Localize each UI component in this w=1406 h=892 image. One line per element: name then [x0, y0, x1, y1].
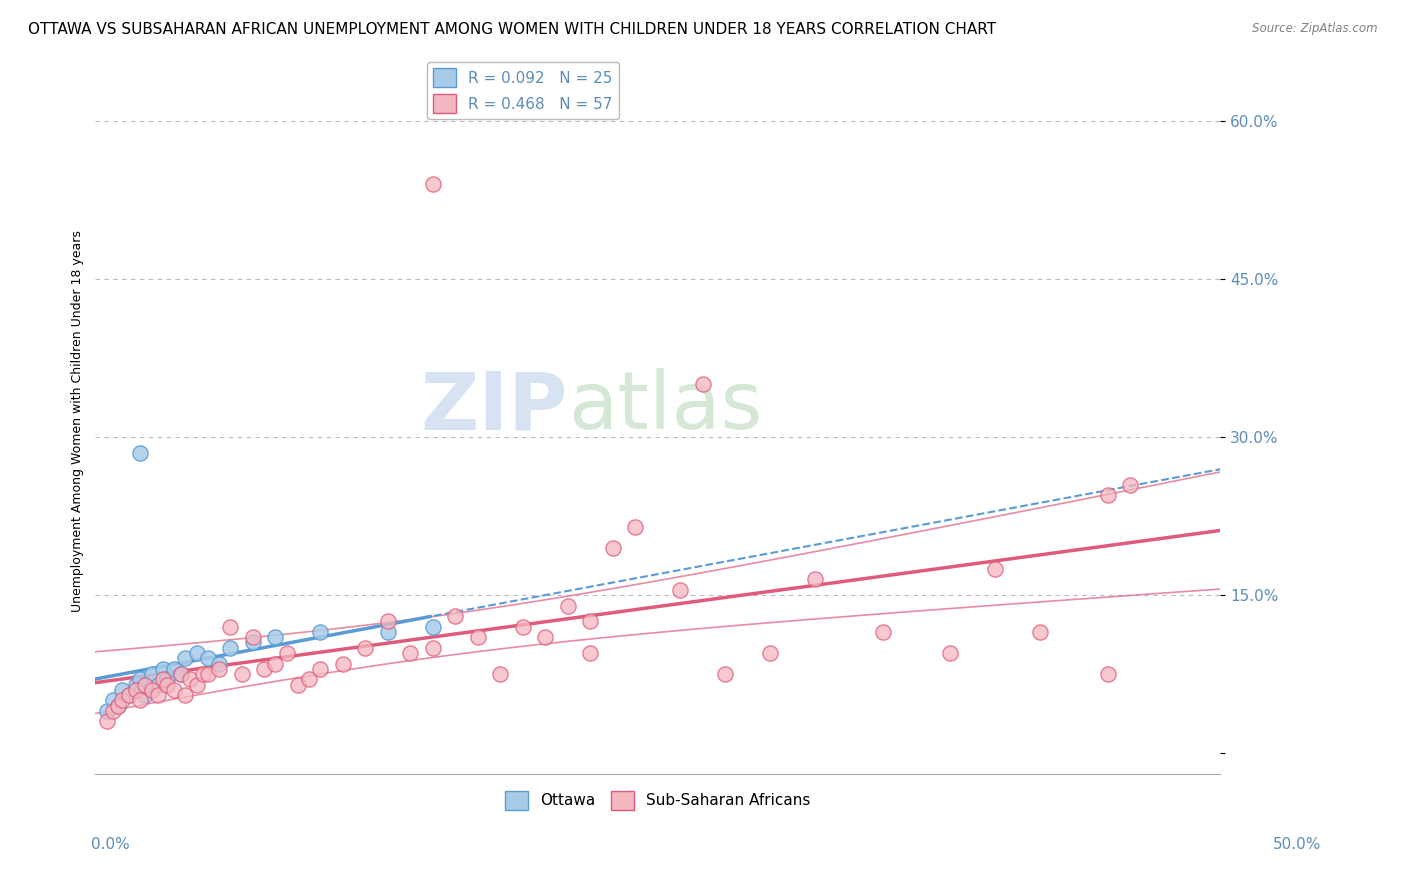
Point	[186, 646, 208, 660]
Point	[669, 582, 692, 597]
Point	[141, 667, 163, 681]
Point	[148, 677, 170, 691]
Point	[129, 693, 152, 707]
Point	[219, 620, 242, 634]
Point	[170, 667, 193, 681]
Text: OTTAWA VS SUBSAHARAN AFRICAN UNEMPLOYMENT AMONG WOMEN WITH CHILDREN UNDER 18 YEA: OTTAWA VS SUBSAHARAN AFRICAN UNEMPLOYMEN…	[28, 22, 997, 37]
Point	[309, 662, 332, 676]
Point	[174, 688, 197, 702]
Point	[148, 688, 170, 702]
Point	[134, 677, 156, 691]
Point	[197, 667, 219, 681]
Point	[939, 646, 962, 660]
Point	[242, 635, 264, 649]
Point	[111, 682, 134, 697]
Point	[152, 673, 174, 687]
Point	[692, 377, 714, 392]
Point	[602, 541, 624, 555]
Point	[107, 698, 129, 713]
Point	[264, 657, 287, 671]
Text: 0.0%: 0.0%	[91, 837, 131, 852]
Point	[512, 620, 534, 634]
Point	[111, 693, 134, 707]
Point	[141, 682, 163, 697]
Point	[1097, 488, 1119, 502]
Point	[197, 651, 219, 665]
Point	[579, 615, 602, 629]
Point	[276, 646, 298, 660]
Point	[377, 624, 399, 639]
Text: 50.0%: 50.0%	[1274, 837, 1322, 852]
Point	[422, 640, 444, 655]
Point	[377, 615, 399, 629]
Point	[1119, 477, 1142, 491]
Point	[309, 624, 332, 639]
Point	[422, 178, 444, 192]
Point	[872, 624, 894, 639]
Point	[444, 609, 467, 624]
Point	[714, 667, 737, 681]
Point	[467, 630, 489, 644]
Point	[231, 667, 253, 681]
Point	[1097, 667, 1119, 681]
Point	[118, 688, 141, 702]
Text: Source: ZipAtlas.com: Source: ZipAtlas.com	[1253, 22, 1378, 36]
Point	[242, 630, 264, 644]
Point	[298, 673, 321, 687]
Point	[125, 677, 148, 691]
Point	[125, 682, 148, 697]
Point	[759, 646, 782, 660]
Point	[287, 677, 309, 691]
Point	[103, 704, 125, 718]
Point	[134, 688, 156, 702]
Point	[422, 620, 444, 634]
Point	[399, 646, 422, 660]
Point	[624, 519, 647, 533]
Point	[332, 657, 354, 671]
Y-axis label: Unemployment Among Women with Children Under 18 years: Unemployment Among Women with Children U…	[72, 230, 84, 612]
Point	[163, 682, 186, 697]
Point	[186, 677, 208, 691]
Point	[118, 688, 141, 702]
Point	[107, 698, 129, 713]
Point	[208, 662, 231, 676]
Point	[1029, 624, 1052, 639]
Point	[170, 667, 193, 681]
Point	[156, 677, 179, 691]
Point	[179, 673, 201, 687]
Point	[174, 651, 197, 665]
Text: ZIP: ZIP	[420, 368, 568, 446]
Point	[163, 662, 186, 676]
Point	[103, 693, 125, 707]
Point	[129, 446, 152, 460]
Point	[264, 630, 287, 644]
Text: atlas: atlas	[568, 368, 762, 446]
Point	[489, 667, 512, 681]
Point	[804, 572, 827, 586]
Point	[253, 662, 276, 676]
Point	[354, 640, 377, 655]
Point	[579, 646, 602, 660]
Point	[129, 673, 152, 687]
Point	[96, 704, 118, 718]
Point	[534, 630, 557, 644]
Point	[193, 667, 215, 681]
Point	[208, 657, 231, 671]
Point	[156, 673, 179, 687]
Point	[96, 714, 118, 729]
Point	[219, 640, 242, 655]
Point	[984, 562, 1007, 576]
Point	[557, 599, 579, 613]
Point	[152, 662, 174, 676]
Legend: Ottawa, Sub-Saharan Africans: Ottawa, Sub-Saharan Africans	[499, 785, 817, 816]
